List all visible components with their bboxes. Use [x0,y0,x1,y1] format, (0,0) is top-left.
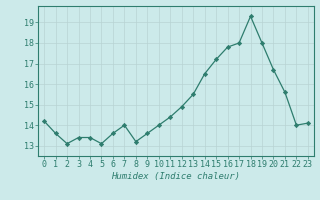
X-axis label: Humidex (Indice chaleur): Humidex (Indice chaleur) [111,172,241,181]
